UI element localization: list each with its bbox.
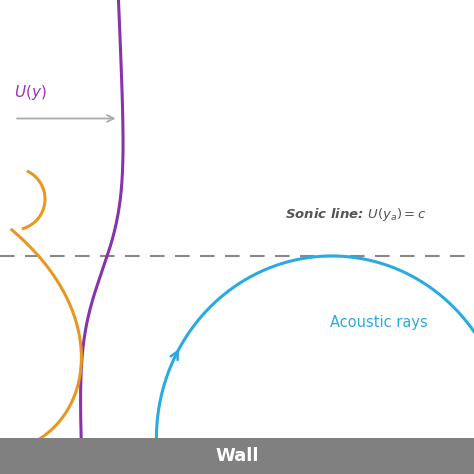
Text: Sonic line: $U(y_a) = c$: Sonic line: $U(y_a) = c$ bbox=[284, 206, 427, 223]
Bar bbox=[0, 438, 474, 474]
Text: Wall: Wall bbox=[215, 447, 259, 465]
Text: Acoustic rays: Acoustic rays bbox=[330, 315, 428, 330]
Text: $U(y)$: $U(y)$ bbox=[14, 83, 47, 102]
